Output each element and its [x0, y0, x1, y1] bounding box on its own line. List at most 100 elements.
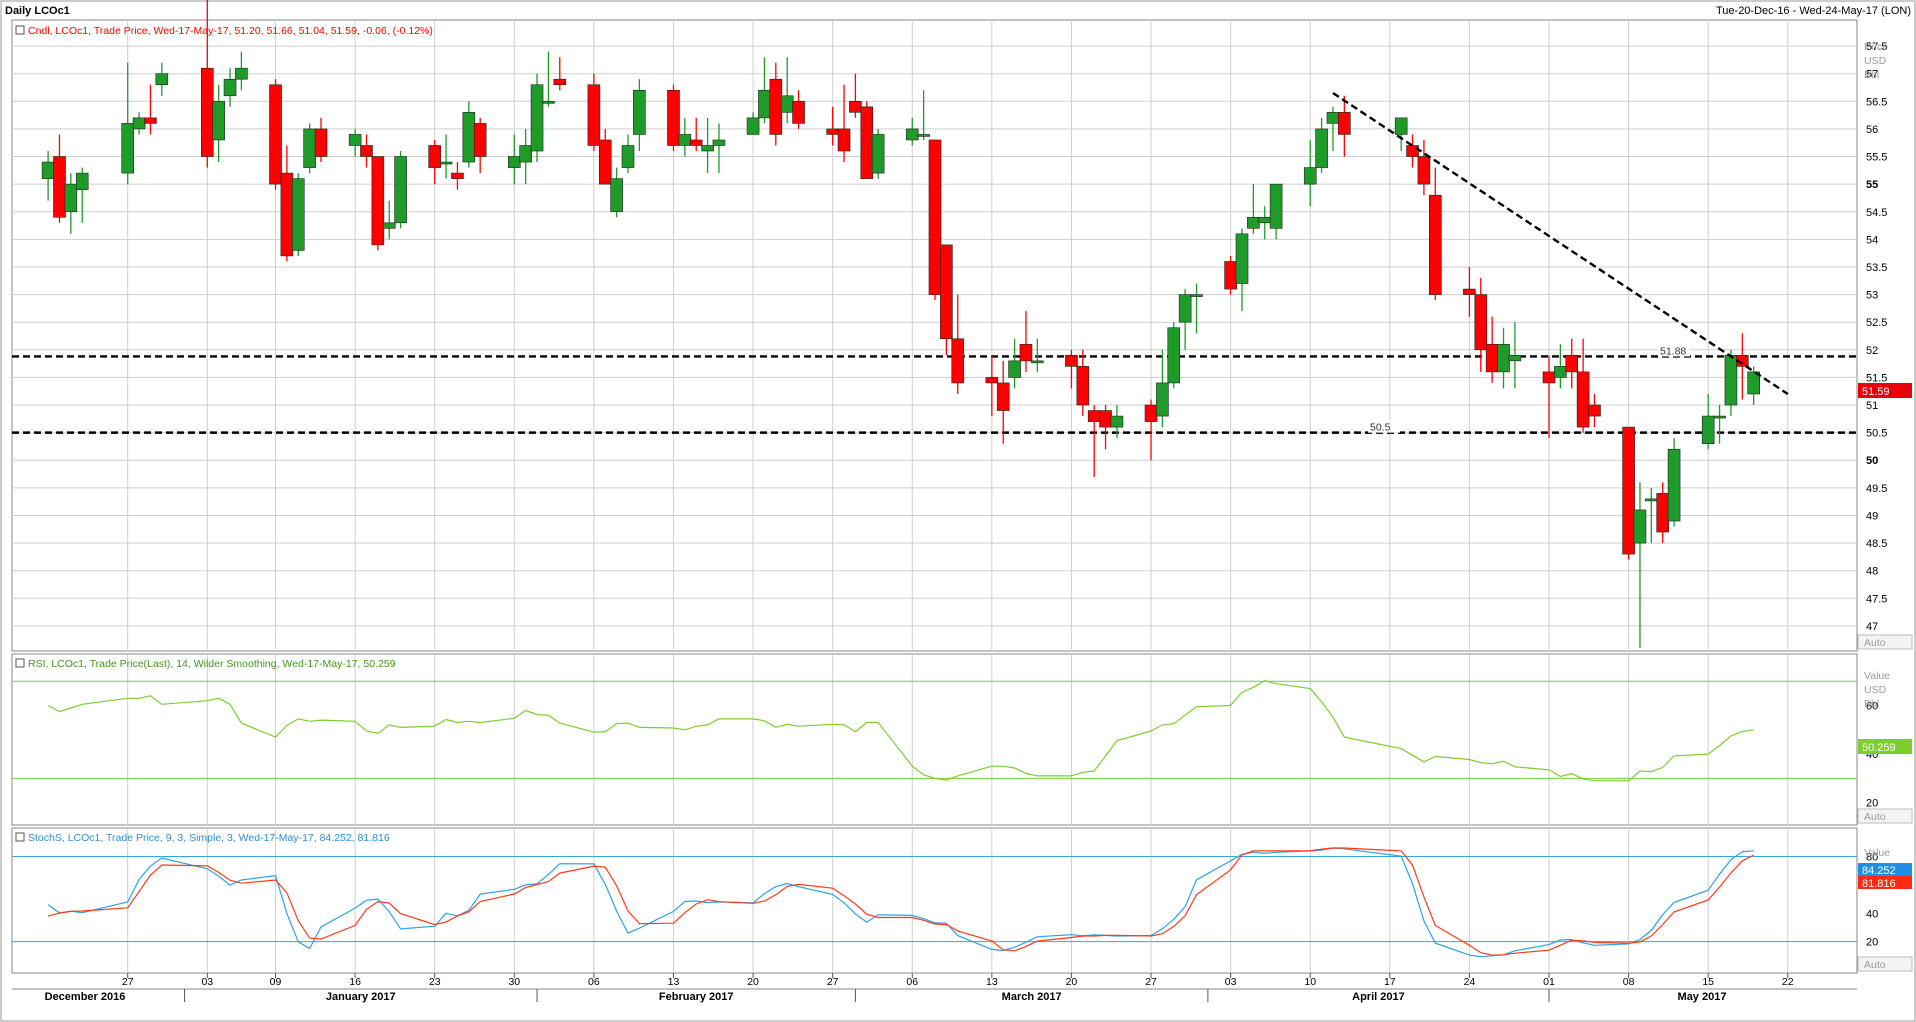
candle-body	[860, 106, 874, 179]
candle-body	[940, 244, 953, 340]
stoch-k-tag	[1858, 863, 1912, 876]
candle-body	[1724, 355, 1738, 406]
candle-body	[530, 84, 544, 152]
candle-body	[451, 172, 464, 179]
candle-body	[758, 89, 771, 119]
candle-body	[1485, 343, 1499, 373]
candle-body	[1394, 117, 1408, 135]
x-day-label: 20	[1066, 976, 1078, 988]
price-tick-label: 53	[1866, 290, 1878, 302]
candle-body	[473, 123, 487, 157]
candle-body	[75, 172, 89, 190]
candle-body	[200, 67, 214, 157]
price-tick-label: 54	[1866, 234, 1878, 246]
candle-body	[212, 101, 225, 141]
level-label-bg	[1658, 344, 1690, 357]
stoch-legend: StochS, LCOc1, Trade Price, 9, 3, Simple…	[28, 832, 390, 844]
candle-body	[746, 117, 760, 135]
candle-body	[621, 145, 635, 168]
candle-body	[1008, 360, 1021, 378]
price-tick-label: 51.5	[1866, 372, 1887, 384]
candle-body	[837, 128, 851, 152]
price-tick-label: 50	[1866, 455, 1878, 467]
x-day-label: 24	[1464, 976, 1476, 988]
candle-body	[1247, 216, 1260, 229]
candle-body	[1087, 410, 1101, 422]
price-tick-label: 55.5	[1866, 152, 1887, 164]
price-tick-label: 52	[1866, 345, 1878, 357]
candle-body	[871, 134, 885, 174]
stoch-grid	[12, 828, 1857, 973]
candle-body	[348, 134, 362, 146]
candle-body	[1099, 410, 1112, 428]
stoch-tick-label: 20	[1866, 937, 1878, 949]
candle-body	[394, 156, 407, 224]
candle-body	[1474, 294, 1488, 351]
rsi-auto-label: Auto	[1864, 811, 1886, 823]
candle-body	[1065, 355, 1078, 367]
candle-body	[1167, 327, 1181, 384]
price-unit-2: USD	[1864, 55, 1887, 67]
candle-body	[41, 161, 55, 179]
candle-body	[291, 178, 305, 251]
stoch-legend-swatch	[15, 832, 25, 842]
candle-body	[1747, 371, 1760, 395]
stoch-auto-box[interactable]	[1857, 956, 1913, 972]
candle-body	[1019, 343, 1033, 362]
rsi-unit-2: USD	[1864, 684, 1887, 696]
price-axis: 47 47.5 48 48.5 49 49.5 50 50.5 51 51.5 52 52.5 53 53…	[1866, 41, 1887, 633]
price-tick-label: 54.5	[1866, 207, 1887, 219]
x-day-label: 27	[827, 976, 839, 988]
candle-body	[1315, 128, 1328, 168]
candle-body	[678, 134, 692, 146]
price-tick-label: 55	[1866, 179, 1878, 191]
candle-body	[121, 123, 135, 174]
candle-body	[235, 67, 248, 80]
x-day-label: 09	[270, 976, 282, 988]
candle-body	[269, 84, 282, 185]
price-legend: Cndl, LCOc1, Trade Price, Wed-17-May-17,…	[28, 25, 433, 37]
candle-body	[1713, 415, 1726, 419]
candle-body	[1110, 415, 1124, 428]
price-tick-label: 52.5	[1866, 317, 1887, 329]
rsi-auto-box[interactable]	[1857, 808, 1913, 824]
x-day-label: 16	[349, 976, 361, 988]
rsi-line	[47, 680, 1754, 782]
x-day-label: 13	[668, 976, 680, 988]
stoch-d-line	[47, 847, 1754, 956]
price-tick-label: 56.5	[1866, 96, 1887, 108]
candle-body	[1428, 194, 1442, 295]
candle-body	[360, 145, 373, 157]
candle-body	[439, 161, 453, 165]
candle-body	[462, 112, 476, 163]
price-legend-swatch	[15, 25, 25, 35]
x-day-label: 06	[906, 976, 918, 988]
rsi-unit-1: Value	[1864, 670, 1890, 682]
price-tick-label: 53.5	[1866, 262, 1887, 274]
resistance-trendline[interactable]	[1332, 92, 1789, 395]
candle-body	[1178, 294, 1192, 323]
price-auto-box[interactable]	[1857, 634, 1913, 650]
x-day-label: 20	[747, 976, 759, 988]
candle-body	[610, 178, 623, 213]
level-label: 50.5	[1370, 422, 1391, 434]
stoch-unit-1: Value	[1864, 847, 1890, 859]
candle-body	[155, 73, 169, 86]
candle-body	[712, 139, 726, 146]
candle-body	[633, 89, 646, 135]
candle-body	[428, 145, 442, 168]
candle-body	[371, 156, 385, 246]
candle-body	[507, 156, 521, 168]
month-label: May 2017	[1678, 991, 1727, 1003]
candle-body	[587, 84, 601, 146]
candle-body	[1269, 183, 1283, 229]
candle-body	[701, 145, 714, 152]
x-day-label: 23	[429, 976, 441, 988]
candle-body	[314, 128, 328, 157]
month-label: January 2017	[326, 991, 396, 1003]
candle-body	[1645, 498, 1658, 502]
x-day-label: 22	[1782, 976, 1794, 988]
candle-body	[1542, 371, 1556, 384]
